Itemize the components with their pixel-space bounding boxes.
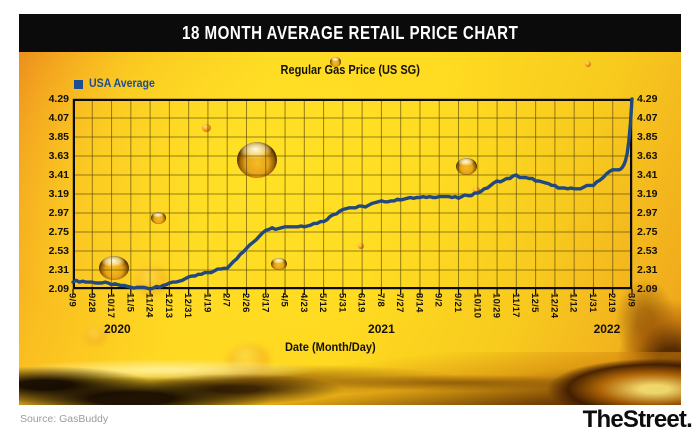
price-chart xyxy=(71,97,634,295)
x-tick-label: 12/5 xyxy=(529,293,541,313)
chart-subtitle: Regular Gas Price (US SG) xyxy=(280,63,420,77)
y-tick-label: 2.97 xyxy=(48,207,69,219)
y-tick-label: 3.85 xyxy=(637,131,658,143)
x-tick-label: 5/31 xyxy=(336,293,348,313)
thestreet-logo: TheStreet. xyxy=(582,406,693,433)
y-tick-label: 2.31 xyxy=(48,264,69,276)
source-credit: Source: GasBuddy xyxy=(20,413,109,425)
x-tick-label: 2/7 xyxy=(220,293,232,308)
x-tick-label: 10/10 xyxy=(471,293,483,319)
oil-bubble-icon xyxy=(585,61,591,67)
gas-photo-background: 18 MONTH AVERAGE RETAIL PRICE CHART Regu… xyxy=(19,14,681,405)
oil-droplet-icon xyxy=(237,142,277,178)
y-tick-label: 3.41 xyxy=(637,169,658,181)
y-tick-label: 3.19 xyxy=(48,188,69,200)
x-tick-label: 7/27 xyxy=(394,293,406,313)
oil-bubble-icon xyxy=(358,243,364,249)
y-tick-label: 3.41 xyxy=(48,169,69,181)
x-tick-label: 4/23 xyxy=(297,293,309,313)
x-tick-label: 5/12 xyxy=(317,293,329,313)
oil-bubble-icon xyxy=(202,124,211,132)
oil-droplet-icon xyxy=(456,158,477,175)
y-tick-label: 2.53 xyxy=(637,245,658,257)
title-bar: 18 MONTH AVERAGE RETAIL PRICE CHART xyxy=(19,14,681,52)
x-tick-label: 9/2 xyxy=(432,293,444,308)
x-tick-label: 3/17 xyxy=(259,293,271,313)
y-tick-label: 2.75 xyxy=(637,226,658,238)
x-tick-label: 6/19 xyxy=(355,293,367,313)
x-tick-label: 1/19 xyxy=(201,293,213,313)
x-tick-label: 11/24 xyxy=(143,293,155,318)
chart-legend: USA Average xyxy=(74,78,161,90)
oil-wave-decoration xyxy=(19,352,681,405)
x-tick-label: 12/13 xyxy=(162,293,174,319)
y-tick-label: 2.75 xyxy=(48,226,69,238)
x-axis-title: Date (Month/Day) xyxy=(284,340,376,354)
x-tick-label: 9/9 xyxy=(66,293,78,308)
x-tick-label: 9/28 xyxy=(85,293,97,313)
oil-bubble-icon xyxy=(85,326,107,346)
x-tick-label: 2/19 xyxy=(606,293,618,313)
oil-bubble-icon xyxy=(135,266,169,296)
x-tick-label: 11/17 xyxy=(509,293,521,318)
page-title: 18 MONTH AVERAGE RETAIL PRICE CHART xyxy=(181,22,519,43)
year-label: 2021 xyxy=(368,322,395,336)
x-tick-label: 1/31 xyxy=(586,293,598,313)
x-tick-label: 10/17 xyxy=(105,293,117,319)
x-tick-label: 7/8 xyxy=(374,293,386,308)
y-tick-label: 4.29 xyxy=(637,93,658,105)
y-tick-label: 4.07 xyxy=(637,112,658,124)
y-tick-label: 2.97 xyxy=(637,207,658,219)
y-tick-label: 2.31 xyxy=(637,264,658,276)
price-line xyxy=(71,97,634,291)
x-tick-label: 4/5 xyxy=(278,293,290,308)
y-tick-label: 2.09 xyxy=(48,283,69,295)
y-tick-label: 2.09 xyxy=(637,283,658,295)
x-tick-label: 10/29 xyxy=(490,293,502,319)
legend-swatch-icon xyxy=(74,79,83,89)
x-tick-label: 1/12 xyxy=(567,293,579,313)
x-tick-label: 9/21 xyxy=(452,293,464,313)
oil-bubble-icon xyxy=(473,187,480,193)
oil-droplet-icon xyxy=(99,256,129,280)
y-tick-label: 3.85 xyxy=(48,131,69,143)
plot-border xyxy=(73,99,632,289)
x-tick-label: 8/14 xyxy=(413,293,425,313)
x-tick-label: 2/26 xyxy=(239,293,251,313)
y-tick-label: 3.63 xyxy=(637,150,658,162)
y-tick-label: 3.19 xyxy=(637,188,658,200)
y-tick-label: 2.53 xyxy=(48,245,69,257)
y-tick-label: 3.63 xyxy=(48,150,69,162)
oil-droplet-icon xyxy=(151,212,166,224)
year-label: 2020 xyxy=(103,322,131,336)
x-tick-label: 12/31 xyxy=(182,293,194,319)
year-label: 2022 xyxy=(593,322,621,336)
oil-droplet-icon xyxy=(330,57,341,67)
y-tick-label: 4.07 xyxy=(48,112,69,124)
oil-droplet-icon xyxy=(271,258,287,270)
legend-label: USA Average xyxy=(89,78,155,90)
x-tick-label: 11/5 xyxy=(124,293,136,313)
x-tick-label: 12/24 xyxy=(548,293,560,319)
x-tick-label: 3/9 xyxy=(625,293,637,308)
y-tick-label: 4.29 xyxy=(48,93,69,105)
